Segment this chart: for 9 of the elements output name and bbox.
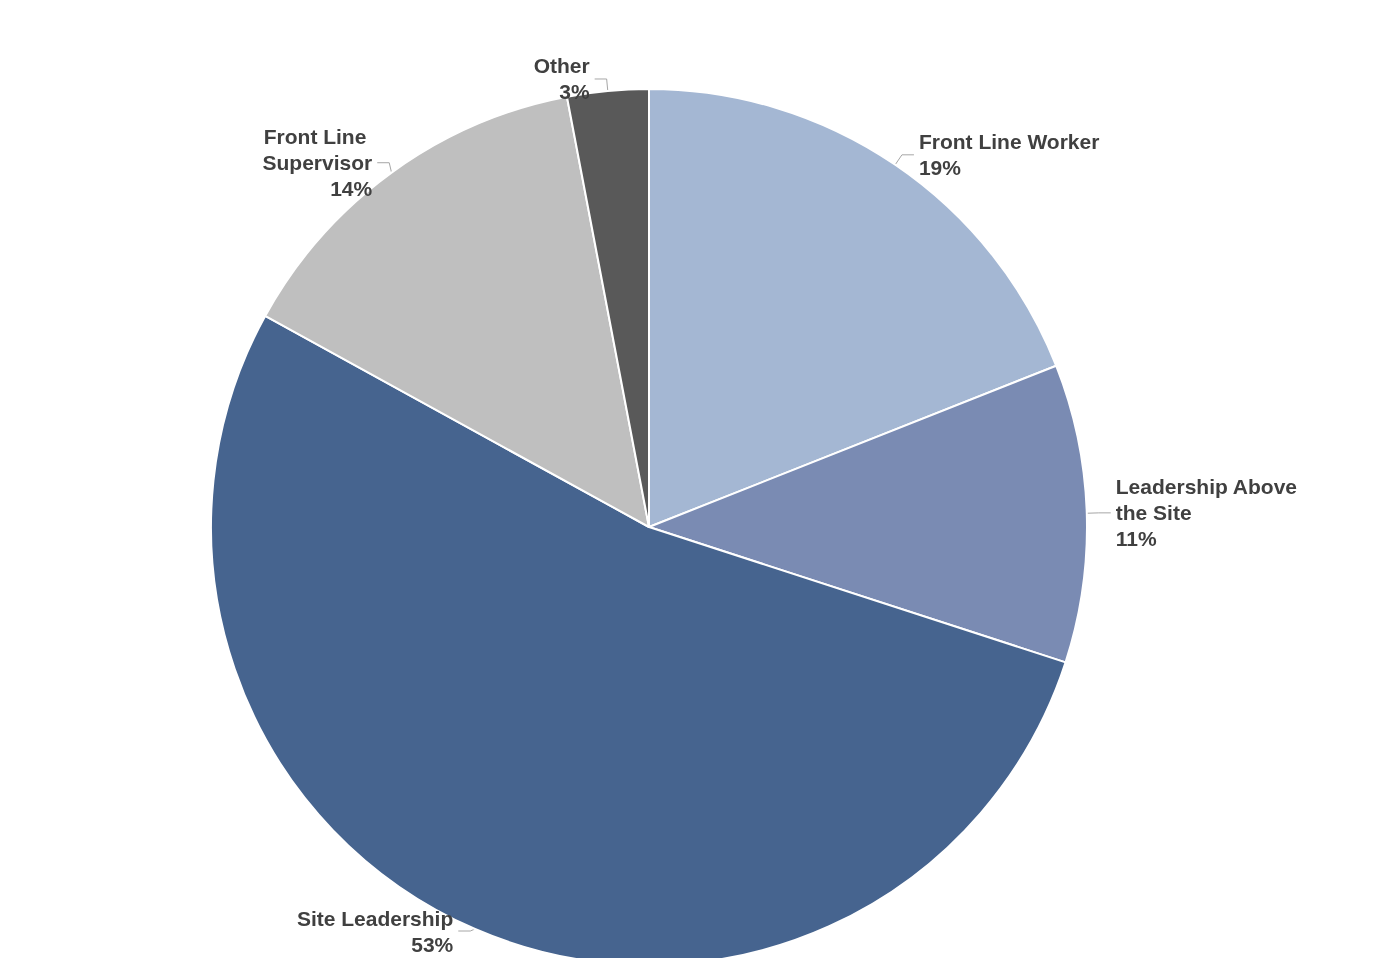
slice-label: Front Line Worker: [918, 130, 1100, 154]
data-label: 11%: [1115, 527, 1157, 551]
slice-label: Other: [533, 54, 590, 78]
slice-label: Leadership Above the Site: [1115, 475, 1303, 525]
data-label: 19%: [918, 156, 962, 180]
slice-label: Site Leadership: [296, 906, 454, 930]
data-label: 53%: [411, 932, 454, 956]
slice-label: Front Line Supervisor: [262, 125, 373, 175]
data-label: 14%: [330, 177, 373, 201]
